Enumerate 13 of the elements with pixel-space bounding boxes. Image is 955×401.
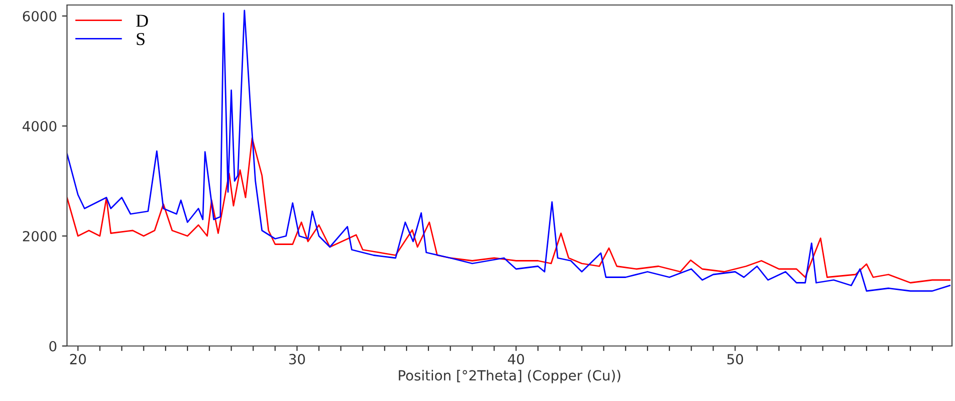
x-tick-label: 30 xyxy=(289,354,305,364)
y-tick-label: 2000 xyxy=(22,230,56,242)
x-tick-label: 50 xyxy=(727,354,744,364)
legend-label: S xyxy=(136,33,145,46)
legend-label: D xyxy=(136,14,148,27)
y-tick-label: 0 xyxy=(49,340,56,352)
x-axis-title: Position [°2Theta] (Copper (Cu)) xyxy=(398,370,620,384)
line-series xyxy=(67,137,951,284)
y-tick-label: 4000 xyxy=(22,120,56,132)
x-tick-label: 20 xyxy=(70,354,86,364)
line-series xyxy=(67,10,951,292)
x-tick-label: 40 xyxy=(508,354,524,364)
y-tick-label: 6000 xyxy=(22,10,56,22)
